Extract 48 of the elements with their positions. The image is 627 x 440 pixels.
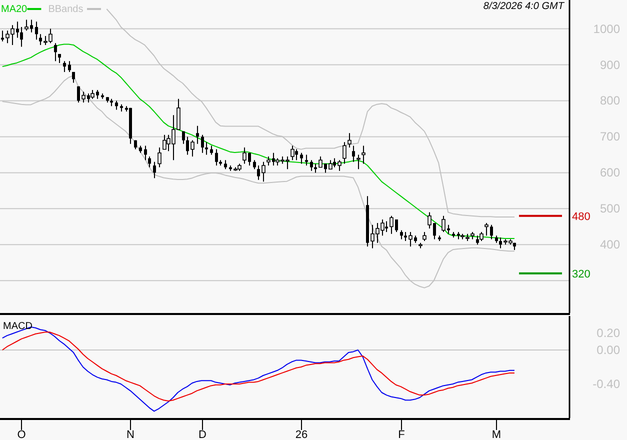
line-series	[2, 44, 515, 240]
annotation: 8/3/2026 4:0 GMT	[483, 1, 565, 12]
candlestick	[310, 160, 313, 172]
candlestick	[342, 142, 346, 164]
y-tick-label: 700	[600, 130, 620, 144]
candlestick	[348, 132, 352, 148]
y-tick-label: 0.00	[596, 343, 620, 357]
candlestick	[20, 26, 23, 48]
candlestick	[196, 125, 199, 144]
y-tick-label: 400	[600, 238, 620, 252]
line-series	[2, 332, 515, 402]
y-tick-label: 800	[600, 94, 620, 108]
y-tick-label: 1000	[593, 22, 620, 36]
candlestick	[205, 142, 208, 156]
candlestick	[300, 152, 303, 164]
x-tick-label: O	[17, 429, 26, 440]
candlestick	[54, 42, 57, 62]
legend-label: BBands	[48, 4, 84, 15]
candlestick	[158, 147, 162, 168]
x-tick-label: D	[198, 429, 207, 440]
candlestick	[68, 60, 71, 72]
x-tick-label: M	[492, 429, 502, 440]
candlestick	[153, 161, 156, 179]
candlestick	[182, 130, 185, 144]
x-tick-label: 26	[295, 429, 308, 440]
ref-line-label: 480	[572, 210, 590, 223]
y-tick-label: -0.40	[592, 377, 620, 391]
candlestick	[63, 60, 66, 72]
candlestick	[356, 154, 360, 170]
candlestick	[35, 21, 38, 40]
candlestick	[162, 134, 166, 150]
candlestick	[362, 145, 366, 164]
candlestick	[148, 156, 151, 168]
candlestick	[352, 145, 355, 162]
candlestick	[215, 148, 218, 166]
y-tick-label: 900	[600, 58, 620, 72]
x-tick-label: F	[398, 429, 406, 440]
y-tick-label: 0.20	[596, 326, 620, 340]
candlestick	[201, 134, 204, 154]
x-tick-label: N	[126, 429, 135, 440]
legend-label: MA20	[1, 4, 28, 15]
text: MACD	[3, 321, 32, 332]
candlestick	[290, 145, 294, 161]
y-tick-label: 500	[600, 202, 620, 216]
candlestick	[305, 154, 308, 166]
y-tick-label: 600	[600, 166, 620, 180]
candlestick	[144, 145, 147, 161]
ref-line-label: 320	[572, 268, 590, 280]
